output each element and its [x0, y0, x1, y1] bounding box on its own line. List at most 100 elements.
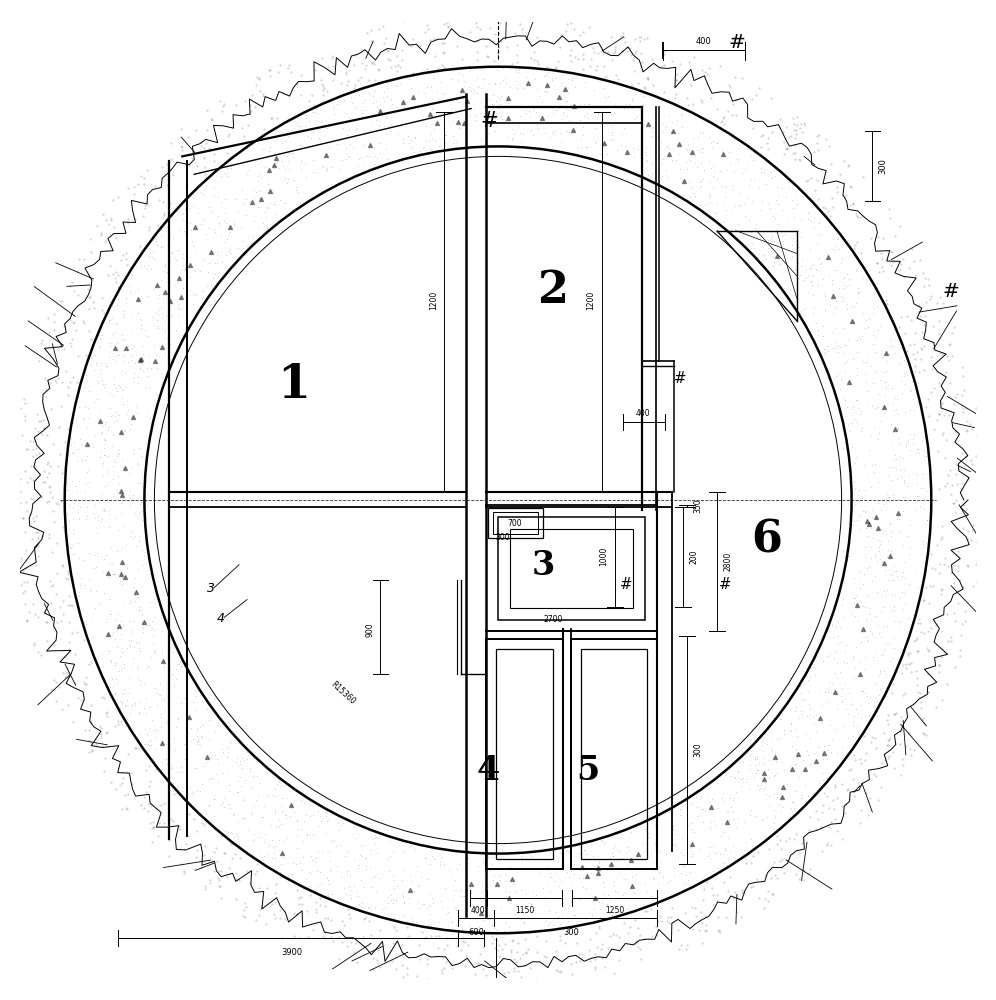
Point — [261, 836, 277, 852]
Point — [654, 156, 670, 172]
Point — [963, 452, 979, 468]
Point — [104, 671, 120, 687]
Point — [667, 72, 683, 88]
Point — [113, 573, 128, 589]
Point — [118, 340, 133, 356]
Point — [484, 917, 500, 933]
Point — [107, 369, 123, 385]
Point — [4, 454, 20, 470]
Point — [64, 430, 80, 446]
Point — [93, 339, 109, 355]
Point — [903, 312, 919, 328]
Point — [665, 123, 681, 139]
Point — [540, 64, 556, 80]
Point — [46, 306, 62, 322]
Point — [277, 126, 293, 142]
Point — [181, 269, 197, 285]
Point — [289, 828, 305, 844]
Point — [748, 808, 764, 824]
Point — [917, 579, 933, 595]
Point — [781, 830, 797, 846]
Point — [424, 848, 440, 864]
Point — [545, 917, 561, 933]
Point — [797, 777, 813, 793]
Point — [836, 609, 852, 625]
Point — [77, 399, 93, 415]
Point — [444, 103, 460, 119]
Point — [65, 369, 81, 385]
Point — [893, 665, 909, 681]
Point — [650, 129, 666, 145]
Point — [140, 328, 156, 344]
Point — [675, 173, 691, 189]
Point — [646, 862, 662, 878]
Point — [365, 54, 380, 70]
Point — [779, 140, 795, 156]
Point — [868, 509, 883, 525]
Point — [155, 239, 171, 255]
Point — [551, 878, 567, 894]
Point — [702, 129, 718, 145]
Point — [938, 432, 954, 448]
Point — [550, 53, 566, 69]
Point — [826, 262, 842, 278]
Point — [339, 77, 355, 93]
Point — [818, 355, 834, 371]
Point — [152, 675, 168, 691]
Point — [505, 872, 521, 888]
Point — [954, 359, 970, 375]
Point — [124, 632, 139, 648]
Point — [809, 276, 825, 292]
Point — [661, 915, 677, 931]
Point — [749, 249, 765, 265]
Point — [285, 145, 301, 161]
Point — [563, 15, 579, 31]
Point — [849, 263, 865, 279]
Point — [882, 472, 898, 488]
Point — [136, 800, 152, 816]
Point — [30, 423, 46, 439]
Point — [797, 115, 813, 131]
Point — [824, 272, 840, 288]
Point — [831, 628, 847, 644]
Point — [168, 656, 184, 672]
Point — [276, 850, 292, 866]
Point — [894, 537, 910, 553]
Point — [139, 659, 155, 675]
Point — [221, 126, 237, 142]
Point — [403, 38, 419, 54]
Point — [878, 303, 894, 319]
Point — [308, 904, 324, 920]
Point — [277, 807, 293, 823]
Point — [832, 620, 848, 636]
Point — [769, 789, 785, 805]
Point — [111, 446, 126, 462]
Point — [594, 43, 610, 59]
Point — [136, 200, 152, 216]
Point — [892, 613, 908, 629]
Point — [871, 229, 886, 245]
Point — [404, 31, 420, 47]
Point — [213, 227, 229, 243]
Point — [615, 25, 630, 41]
Point — [64, 331, 80, 347]
Point — [437, 127, 453, 143]
Point — [679, 90, 695, 106]
Point — [810, 128, 826, 144]
Point — [355, 848, 371, 864]
Point — [586, 44, 602, 60]
Point — [331, 822, 347, 838]
Point — [312, 890, 328, 906]
Point — [760, 883, 776, 899]
Point — [942, 375, 958, 391]
Point — [386, 872, 402, 888]
Point — [268, 159, 284, 175]
Point — [859, 629, 874, 645]
Point — [150, 828, 166, 844]
Point — [154, 366, 170, 382]
Point — [209, 244, 225, 260]
Point — [824, 190, 840, 206]
Point — [242, 760, 258, 776]
Point — [504, 121, 520, 137]
Point — [933, 582, 949, 598]
